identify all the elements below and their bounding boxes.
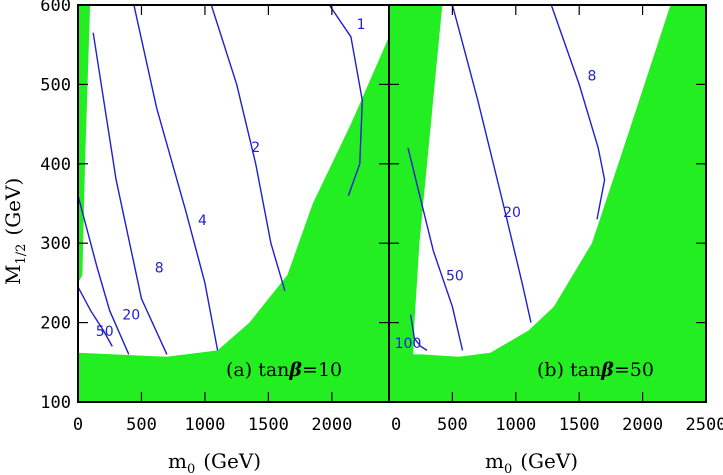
panel-a: 50 20 8 4 2 1 0 500 1000 1500 2000 100 200 300 400 500… <box>40 0 390 435</box>
x-tick-label-a: 1500 <box>248 415 289 435</box>
excluded-region-b-bottom-band <box>389 5 706 402</box>
x-axis-label-b: m0 (GeV) <box>485 449 578 475</box>
excluded-regions-b <box>389 5 706 402</box>
contour-line-a-8 <box>92 32 168 355</box>
y-axis-label: M1/2(GeV) <box>1 178 29 285</box>
excluded-region-a-left-strip <box>78 5 91 283</box>
excluded-region-b-left-wedge <box>389 5 443 402</box>
contour-label-a-20: 20 <box>122 308 140 324</box>
x-tick-label-b: 1500 <box>559 415 600 435</box>
x-tick-label-b: 0 <box>391 415 401 435</box>
panel-b-caption: (b) tanβ=50 <box>537 359 654 381</box>
contour-label-b-8: 8 <box>587 69 596 85</box>
contours-b <box>407 5 606 351</box>
x-tick-label-a: 0 <box>73 415 83 435</box>
contour-label-a-50: 50 <box>96 324 114 340</box>
panel-b-frame <box>388 4 707 403</box>
y-tick-label: 500 <box>40 75 71 95</box>
panel-b: 100 50 20 8 0 500 1000 1500 2000 2500 (b) tanβ=5… <box>388 4 723 435</box>
x-tick-label-a: 2000 <box>311 415 352 435</box>
contour-line-a-4 <box>133 5 219 351</box>
y-tick-label: 400 <box>40 155 71 175</box>
x-tick-label-b: 500 <box>437 415 468 435</box>
contour-labels-b: 100 50 20 8 <box>395 69 597 353</box>
contour-label-a-1: 1 <box>357 17 366 33</box>
x-tick-label-a: 1000 <box>184 415 225 435</box>
x-tick-label-b: 2500 <box>686 415 723 435</box>
contour-labels-a: 50 20 8 4 2 1 <box>96 17 366 340</box>
contour-line-b-50 <box>407 147 464 351</box>
contours-a <box>78 5 364 355</box>
ticks-b: 0 500 1000 1500 2000 2500 <box>388 4 723 435</box>
contour-label-a-4: 4 <box>198 213 207 229</box>
contour-line-a-2 <box>210 5 286 291</box>
y-tick-label: 600 <box>40 0 71 16</box>
y-tick-label: 200 <box>40 314 71 334</box>
y-tick-label: 100 <box>40 393 71 413</box>
contour-line-b-100 <box>409 314 428 351</box>
contour-line-b-8 <box>550 5 606 220</box>
contour-label-b-20: 20 <box>503 205 521 221</box>
contour-line-a-20 <box>78 195 130 355</box>
contour-line-b-20 <box>451 5 532 323</box>
contour-line-a-1 <box>328 5 364 196</box>
contour-label-b-50: 50 <box>446 269 464 285</box>
contour-label-b-100: 100 <box>395 336 422 352</box>
x-axis-label-a: m0 (GeV) <box>168 449 261 475</box>
excluded-regions-a <box>78 5 389 402</box>
ticks-a: 0 500 1000 1500 2000 100 200 300 400 500 600 <box>40 0 389 435</box>
contour-line-a-50 <box>78 286 113 347</box>
contour-label-a-2: 2 <box>251 140 260 156</box>
x-tick-label-b: 1000 <box>495 415 536 435</box>
panel-a-caption: (a) tanβ=10 <box>226 359 342 381</box>
x-tick-label-a: 500 <box>126 415 157 435</box>
excluded-region-a-bottom-band <box>78 36 389 402</box>
x-tick-label-b: 2000 <box>622 415 663 435</box>
contour-label-a-8: 8 <box>155 261 164 277</box>
y-tick-label: 300 <box>40 234 71 254</box>
